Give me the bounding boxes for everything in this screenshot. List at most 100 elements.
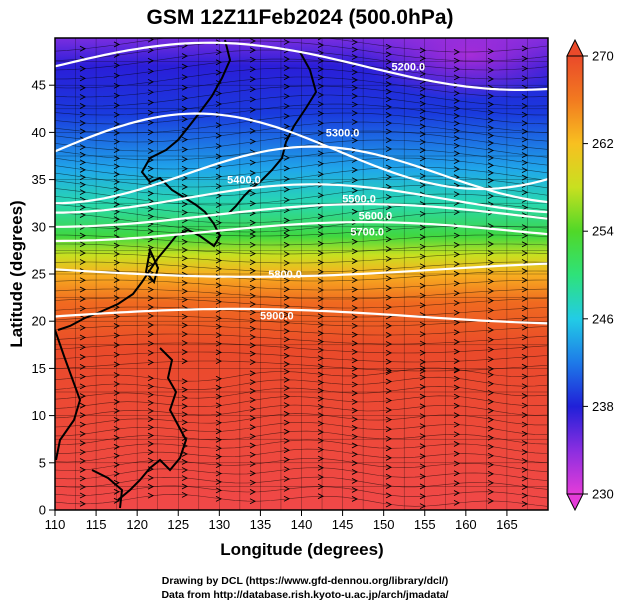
wind-arrow bbox=[79, 412, 87, 419]
wind-arrow bbox=[79, 232, 87, 239]
wind-arrow bbox=[385, 112, 393, 118]
wind-arrow bbox=[147, 424, 155, 431]
wind-arrow bbox=[249, 415, 257, 421]
wind-arrow bbox=[487, 288, 495, 294]
wind-arrow bbox=[487, 109, 495, 116]
wind-arrow bbox=[351, 365, 359, 372]
wind-arrow bbox=[487, 76, 495, 82]
wind-arrow bbox=[317, 231, 325, 238]
wind-arrow bbox=[283, 260, 291, 266]
wind-arrow bbox=[147, 228, 155, 235]
wind-arrow bbox=[521, 449, 529, 455]
wind-arrow bbox=[317, 92, 325, 98]
wind-arrow bbox=[249, 180, 257, 187]
wind-arrow bbox=[283, 113, 291, 120]
wind-arrow bbox=[79, 421, 87, 428]
wind-arrow bbox=[385, 184, 393, 190]
wind-arrow bbox=[317, 304, 325, 311]
wind-arrow bbox=[351, 93, 359, 99]
chart-title: GSM 12Z11Feb2024 (500.0hPa) bbox=[147, 6, 454, 29]
wind-arrow bbox=[487, 380, 495, 387]
wind-arrow bbox=[351, 398, 359, 405]
wind-arrow bbox=[215, 183, 223, 190]
wind-arrow bbox=[79, 466, 87, 473]
wind-arrow bbox=[113, 102, 121, 109]
wind-arrow bbox=[317, 160, 325, 167]
colorbar-tick-label: 262 bbox=[592, 136, 614, 151]
contour-label: 5800.0 bbox=[268, 269, 302, 281]
wind-arrow bbox=[351, 167, 359, 173]
wind-arrow bbox=[487, 162, 495, 169]
wind-arrow bbox=[521, 295, 529, 302]
wind-arrow bbox=[113, 92, 121, 99]
x-tick-label: 130 bbox=[208, 517, 230, 532]
wind-arrow bbox=[385, 483, 393, 489]
x-tick-label: 160 bbox=[455, 517, 477, 532]
contour-line bbox=[55, 183, 548, 214]
wind-arrow bbox=[317, 268, 325, 275]
wind-arrow bbox=[79, 174, 87, 181]
wind-arrow bbox=[453, 319, 461, 326]
wind-arrow bbox=[351, 478, 359, 484]
wind-arrow bbox=[249, 388, 257, 394]
wind-arrow bbox=[181, 467, 189, 473]
wind-arrow bbox=[79, 334, 87, 341]
wind-arrow bbox=[79, 259, 87, 265]
wind-arrow bbox=[487, 443, 495, 450]
wind-arrow bbox=[249, 470, 257, 477]
wind-arrow bbox=[249, 406, 257, 412]
wind-arrow bbox=[351, 177, 359, 184]
wind-arrow bbox=[521, 466, 529, 473]
wind-arrow bbox=[317, 429, 325, 435]
wind-arrow bbox=[317, 66, 325, 72]
wind-arrow bbox=[181, 165, 189, 172]
wind-arrow bbox=[113, 399, 121, 405]
wind-arrow bbox=[317, 446, 325, 453]
wind-arrow bbox=[453, 90, 461, 97]
wind-arrow bbox=[249, 498, 257, 505]
wind-arrow bbox=[317, 474, 325, 481]
wind-arrow bbox=[453, 499, 461, 506]
wind-arrow bbox=[181, 136, 189, 143]
wind-arrow bbox=[283, 186, 291, 193]
wind-arrow bbox=[147, 138, 155, 145]
wind-arrow bbox=[181, 395, 189, 401]
wind-arrow bbox=[249, 96, 257, 103]
wind-arrow bbox=[317, 140, 325, 147]
wind-arrow bbox=[113, 130, 121, 136]
wind-arrow bbox=[215, 462, 223, 468]
wind-arrow bbox=[215, 428, 223, 435]
wind-arrow bbox=[521, 174, 529, 181]
coastline-borneo bbox=[91, 469, 124, 509]
wind-arrow bbox=[181, 116, 189, 123]
wind-arrow bbox=[453, 329, 461, 336]
wind-arrow bbox=[215, 290, 223, 297]
wind-arrow bbox=[147, 99, 155, 106]
wind-arrow bbox=[385, 464, 393, 471]
wind-arrow bbox=[113, 286, 121, 292]
wind-arrow bbox=[249, 359, 257, 366]
wind-arrow bbox=[113, 497, 121, 504]
wind-arrow bbox=[385, 435, 393, 442]
wind-arrow bbox=[249, 317, 257, 324]
wind-arrow bbox=[453, 470, 461, 477]
wind-arrow bbox=[215, 315, 223, 322]
wind-arrow bbox=[215, 143, 223, 150]
wind-arrow bbox=[283, 456, 291, 463]
wind-arrow bbox=[283, 83, 291, 90]
wind-arrow bbox=[249, 479, 257, 486]
wind-arrow bbox=[351, 238, 359, 245]
wind-arrow bbox=[283, 103, 291, 110]
wind-arrow bbox=[487, 259, 495, 266]
wind-arrow bbox=[147, 399, 155, 406]
wind-arrow bbox=[521, 492, 529, 499]
wind-arrow bbox=[521, 383, 529, 390]
wind-arrow bbox=[147, 432, 155, 439]
wind-arrow bbox=[385, 501, 393, 508]
colorbar-bottom-arrow bbox=[566, 493, 584, 512]
wind-arrow bbox=[181, 146, 189, 153]
wind-arrow bbox=[249, 309, 257, 316]
wind-arrow bbox=[521, 324, 529, 331]
wind-arrow bbox=[453, 166, 461, 172]
wind-arrow bbox=[283, 165, 291, 172]
